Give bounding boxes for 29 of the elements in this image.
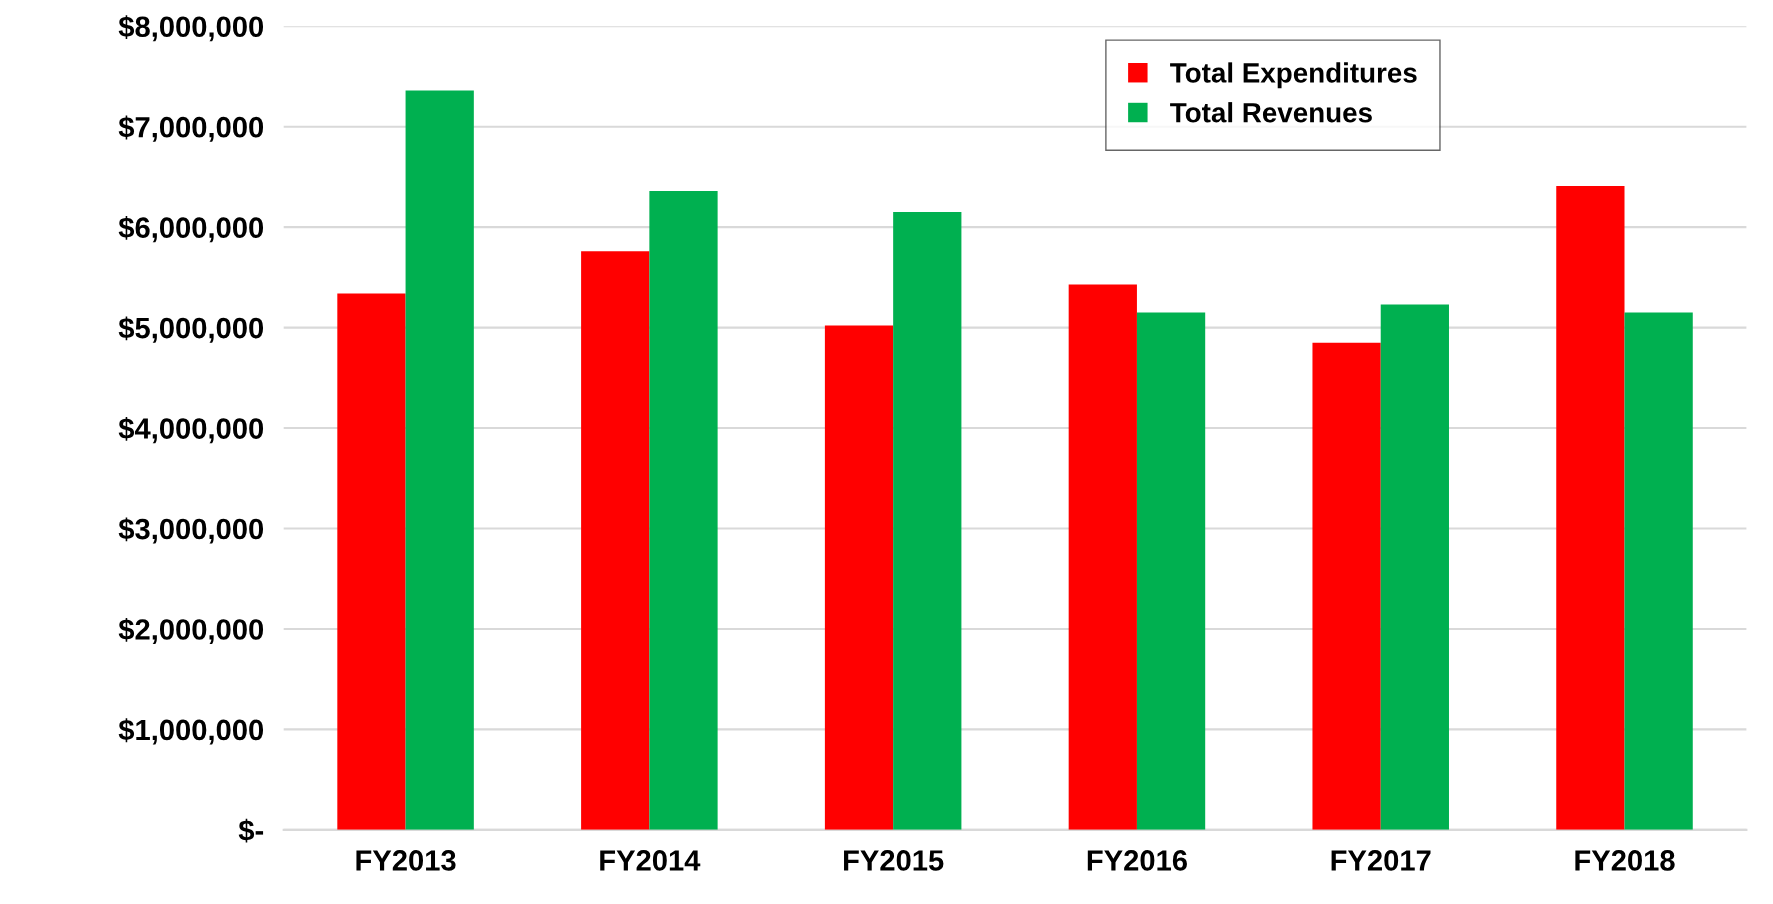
y-tick-label: $8,000,000: [118, 15, 264, 42]
x-tick-label: FY2017: [1331, 850, 1431, 871]
bar: [1068, 284, 1137, 830]
x-tick-label: FY2016: [1087, 850, 1187, 871]
legend-label: Total Revenues: [1170, 102, 1372, 123]
x-tick-label: FY2015: [844, 850, 944, 871]
bar: [1136, 312, 1206, 830]
x-tick-label: FY2013: [356, 850, 456, 871]
y-tick-label: $3,000,000: [118, 517, 264, 544]
y-tick-label: $1,000,000: [118, 718, 264, 745]
bar: [1556, 185, 1625, 830]
y-tick-label: $-: [238, 818, 264, 843]
y-tick-label: $2,000,000: [118, 617, 264, 645]
y-tick-label: $5,000,000: [118, 316, 264, 343]
bar: [1380, 304, 1449, 830]
x-tick-label: FY2018: [1575, 850, 1675, 871]
bar: [337, 293, 406, 830]
legend-label: Total Expenditures: [1170, 62, 1417, 89]
bar: [824, 325, 894, 830]
y-tick-label: $4,000,000: [118, 416, 264, 444]
bar: [649, 190, 718, 830]
bar: [1624, 312, 1693, 830]
bar: [581, 251, 650, 830]
x-tick-label: FY2014: [600, 850, 701, 871]
y-tick-label: $6,000,000: [118, 216, 264, 243]
bar: [405, 90, 474, 830]
y-tick-label: $7,000,000: [118, 115, 264, 142]
bar: [1312, 342, 1381, 830]
bar: [893, 212, 962, 830]
